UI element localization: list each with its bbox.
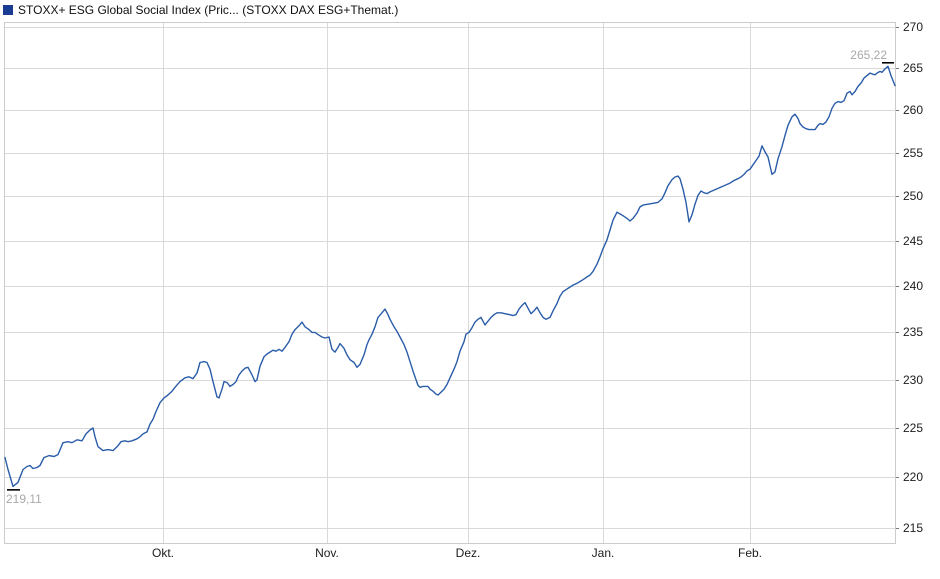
x-axis-label: Feb. xyxy=(737,546,762,560)
y-axis-label: 230 xyxy=(903,373,924,387)
chart-header: STOXX+ ESG Global Social Index (Pric... … xyxy=(3,3,398,17)
y-axis-label: 250 xyxy=(903,189,924,203)
series-min-value-label: 219,11 xyxy=(6,492,42,507)
series-max-value-label: 265,22 xyxy=(850,48,887,63)
y-axis-label: 270 xyxy=(903,20,924,34)
y-axis-label: 215 xyxy=(903,521,924,535)
series-legend-square-icon xyxy=(3,5,13,15)
x-axis-label: Dez. xyxy=(455,546,481,560)
chart-title: STOXX+ ESG Global Social Index (Pric... … xyxy=(18,3,399,17)
y-axis-label: 260 xyxy=(903,103,924,117)
y-axis-label: 245 xyxy=(903,234,924,248)
y-axis-label: 240 xyxy=(903,279,924,293)
plot-border xyxy=(4,22,896,544)
y-axis-label: 220 xyxy=(903,470,924,484)
y-axis-label: 225 xyxy=(903,421,924,435)
y-axis-label: 255 xyxy=(903,146,924,160)
x-axis-label: Nov. xyxy=(315,546,339,560)
x-axis-label: Jan. xyxy=(591,546,615,560)
x-axis-label: Okt. xyxy=(151,546,174,560)
price-series-line xyxy=(4,65,896,488)
y-axis-label: 265 xyxy=(903,61,924,75)
y-axis-label: 235 xyxy=(903,325,924,339)
